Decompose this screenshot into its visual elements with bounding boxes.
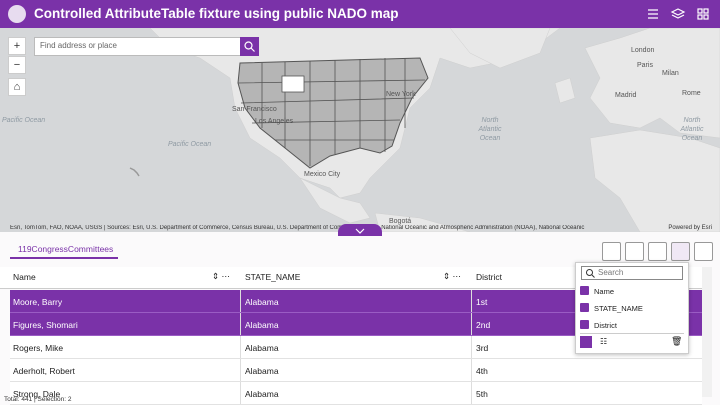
column-divider (240, 336, 241, 358)
zoom-in-button[interactable]: + (8, 37, 26, 55)
ocean-label: Pacific Ocean (168, 141, 212, 148)
table-row[interactable]: Strong, Dale Alabama 5th (10, 382, 702, 405)
column-divider (471, 359, 472, 381)
table-cell: 4th (476, 366, 488, 376)
map-land (129, 28, 720, 232)
city-label: Rome (682, 90, 701, 97)
city-label: Milan (662, 70, 679, 77)
column-menu[interactable]: ⇕ ⋯ (443, 271, 461, 281)
header: Controlled AttributeTable fixture using … (0, 0, 720, 28)
column-search[interactable]: Search (581, 266, 683, 280)
table-cell: Rogers, Mike (13, 343, 64, 353)
layer-tab[interactable]: 119CongressCommittees (18, 244, 114, 254)
table-footer: Total: 441 | Selection: 2 (4, 396, 72, 403)
table-cell: Alabama (245, 343, 279, 353)
table-row[interactable]: Aderholt, Robert Alabama 4th (10, 359, 702, 382)
city-label: Mexico City (304, 171, 341, 178)
delete-button[interactable]: 🗑 (671, 336, 683, 346)
city-label: Paris (637, 62, 653, 69)
column-divider (471, 336, 472, 358)
column-menu-popover: Search Name STATE_NAME District ☷ 🗑 (575, 262, 689, 354)
city-label: London (631, 47, 655, 54)
city-label: Bogotá (389, 218, 412, 225)
tab-indicator (10, 257, 118, 259)
table-row[interactable]: Rogers, Mike Alabama 3rd (10, 336, 702, 359)
app-title: Controlled AttributeTable fixture using … (34, 6, 399, 21)
city-label: New York (386, 91, 416, 98)
checkbox[interactable] (580, 286, 589, 295)
filter-button[interactable] (694, 242, 713, 261)
show-selected-button[interactable] (602, 242, 621, 261)
search-box[interactable]: Find address or place (34, 37, 242, 56)
column-header[interactable]: District (476, 272, 502, 282)
table-cell: Alabama (245, 320, 279, 330)
city-label: Madrid (615, 92, 637, 99)
table-cell: 2nd (476, 320, 491, 330)
table-cell: Figures, Shomari (13, 320, 78, 330)
zoom-out-button[interactable]: − (8, 56, 26, 74)
column-divider (240, 382, 241, 404)
map[interactable]: Pacific Ocean Pacific Ocean North Atlant… (0, 28, 720, 232)
ocean-label: Pacific Ocean (2, 117, 46, 124)
table-cell: 1st (476, 297, 488, 307)
table-header: Name ⇕ ⋯ STATE_NAME ⇕ ⋯ District (0, 267, 702, 289)
column-divider (471, 313, 472, 335)
table-cell: Alabama (245, 366, 279, 376)
column-search-placeholder: Search (598, 268, 624, 277)
search-icon (244, 41, 255, 52)
column-divider (471, 382, 472, 404)
table-row[interactable]: Figures, Shomari Alabama 2nd (10, 313, 702, 336)
column-header[interactable]: STATE_NAME (245, 272, 301, 282)
powered-by: Powered by Esri (668, 225, 712, 231)
column-divider (240, 359, 241, 381)
column-divider (240, 290, 241, 312)
chevron-icon (355, 228, 365, 234)
table-row[interactable]: Moore, Barry Alabama 1st (10, 290, 702, 313)
search-placeholder: Find address or place (40, 41, 117, 50)
ocean-label: North Atlantic Ocean (680, 117, 704, 142)
ocean-label: North Atlantic Ocean (478, 117, 502, 142)
scrollbar[interactable] (702, 267, 712, 397)
collapse-handle[interactable] (338, 224, 382, 236)
table-cell: 5th (476, 389, 488, 399)
table-cell: 3rd (476, 343, 489, 353)
header-icons[interactable] (644, 6, 714, 22)
show-all-button[interactable] (580, 336, 592, 348)
city-label: San Francisco (232, 106, 277, 113)
table-cell: Strong, Dale (13, 389, 61, 399)
column-divider (471, 290, 472, 312)
table-cell: Moore, Barry (13, 297, 63, 307)
divider (580, 333, 684, 334)
home-button[interactable]: ⌂ (8, 78, 26, 96)
table-cell: Alabama (245, 297, 279, 307)
checkbox[interactable] (580, 303, 589, 312)
search-button[interactable] (240, 37, 259, 56)
search-icon (586, 269, 595, 278)
column-header[interactable]: Name (13, 272, 36, 282)
city-label: Los Angeles (255, 118, 294, 125)
column-option[interactable]: STATE_NAME (594, 304, 643, 313)
column-menu[interactable]: ⇕ ⋯ (212, 271, 230, 281)
app-logo (8, 5, 26, 23)
map-attribution: Esri, TomTom, FAO, NOAA, USGS | Sources:… (10, 225, 585, 231)
checkbox[interactable] (580, 320, 589, 329)
clear-selection-button[interactable] (625, 242, 644, 261)
refresh-button[interactable] (648, 242, 667, 261)
column-option[interactable]: Name (594, 287, 615, 296)
toggle-button[interactable]: ☷ (600, 337, 608, 346)
columns-button[interactable] (671, 242, 690, 261)
table-cell: Aderholt, Robert (13, 366, 75, 376)
table-cell: Alabama (245, 389, 279, 399)
column-divider (240, 313, 241, 335)
column-option[interactable]: District (594, 321, 617, 330)
